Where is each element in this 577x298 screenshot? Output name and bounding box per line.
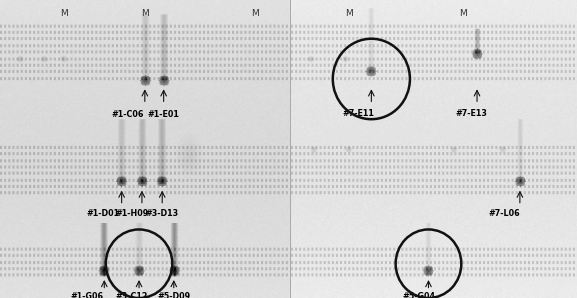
Text: #5-D09: #5-D09 bbox=[157, 292, 190, 298]
Text: #7-L06: #7-L06 bbox=[488, 209, 520, 218]
Text: #1-D01: #1-D01 bbox=[87, 209, 119, 218]
Text: #1-E01: #1-E01 bbox=[148, 110, 179, 119]
Text: M: M bbox=[459, 9, 467, 18]
Text: #7-E11: #7-E11 bbox=[343, 109, 374, 118]
Text: M: M bbox=[60, 9, 68, 18]
Text: #7-E13: #7-E13 bbox=[455, 109, 487, 118]
Text: #1-C06: #1-C06 bbox=[111, 110, 144, 119]
Text: M: M bbox=[141, 9, 149, 18]
Text: #1-G06: #1-G06 bbox=[70, 292, 103, 298]
Text: M: M bbox=[251, 9, 258, 18]
Text: #3-D13: #3-D13 bbox=[145, 209, 179, 218]
Text: #5-G04: #5-G04 bbox=[402, 292, 435, 298]
Text: #3-C12: #3-C12 bbox=[115, 292, 148, 298]
Text: #1-H09: #1-H09 bbox=[115, 209, 148, 218]
Text: M: M bbox=[344, 9, 353, 18]
